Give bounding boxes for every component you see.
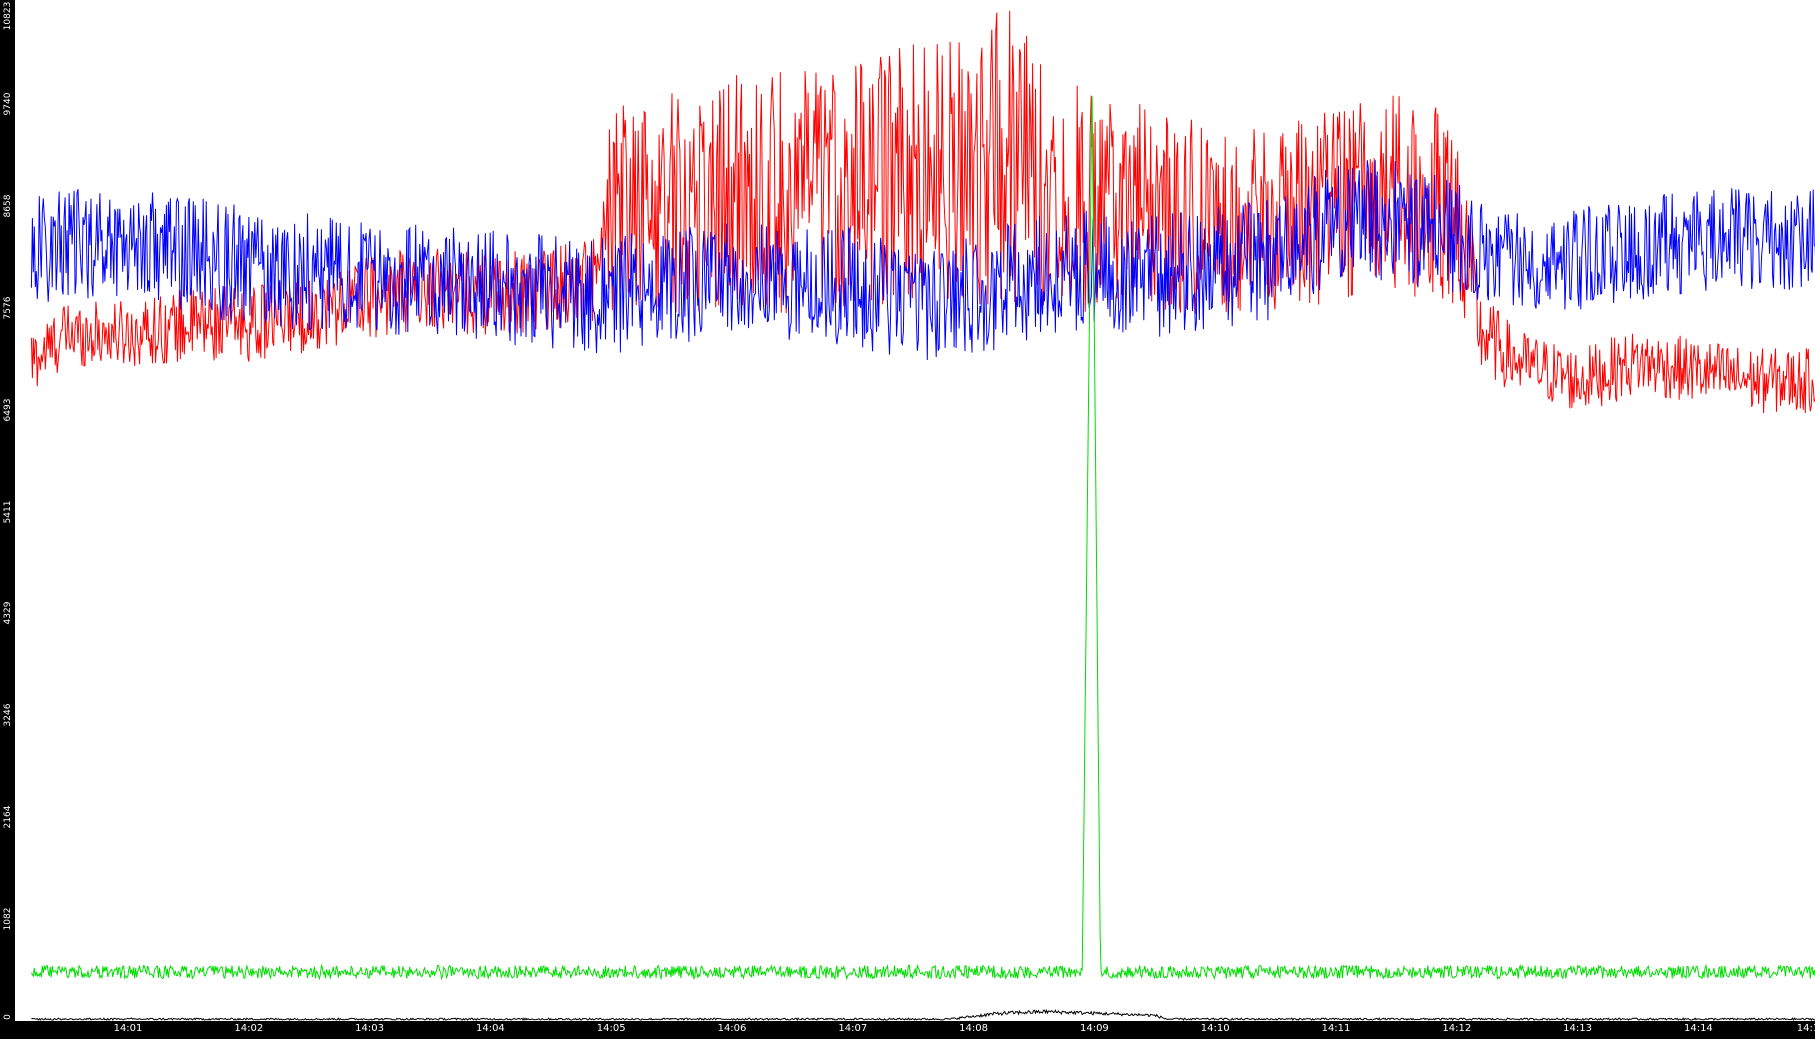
y-tick-label: 4329 — [1, 602, 14, 625]
x-tick-label: 14:13 — [1563, 1023, 1593, 1034]
x-tick-label: 14:11 — [1321, 1023, 1351, 1034]
y-tick-text: 2164 — [3, 805, 13, 829]
x-tick-label: 14:04 — [475, 1023, 505, 1034]
y-tick-label: 7576 — [1, 296, 14, 319]
x-tick-label: 14:07 — [838, 1023, 868, 1034]
y-tick-text: 5411 — [3, 500, 13, 523]
x-tick-label: 14:10 — [1200, 1023, 1230, 1034]
y-tick-label: 8658 — [1, 194, 14, 217]
y-tick-label: 0 — [1, 1014, 14, 1020]
y-tick-text: 1082 — [3, 907, 13, 931]
x-tick-label: 14:05 — [596, 1023, 626, 1034]
x-axis-bar — [0, 1021, 1815, 1039]
series-line — [30, 96, 1815, 981]
y-tick-text: 7576 — [3, 296, 13, 320]
x-tick-label: 14:06 — [717, 1023, 747, 1034]
x-tick-label: 14:09 — [1079, 1023, 1109, 1034]
y-tick-text: 3246 — [3, 703, 13, 727]
x-tick-label: 14:14 — [1683, 1023, 1713, 1034]
y-tick-text: 10823 — [3, 1, 13, 31]
y-tick-label: 3246 — [1, 704, 14, 727]
y-tick-label: 2164 — [1, 806, 14, 829]
y-tick-label: 10823 — [1, 2, 14, 31]
y-tick-label: 6493 — [1, 398, 14, 421]
series-line — [30, 160, 1815, 361]
y-tick-text: 8658 — [3, 194, 13, 218]
y-tick-label: 5411 — [1, 500, 14, 523]
x-tick-label: 14:08 — [959, 1023, 989, 1034]
series-line — [31, 1008, 1815, 1022]
y-tick-text: 4329 — [3, 601, 13, 625]
y-tick-label: 1082 — [1, 908, 14, 931]
x-tick-label: 14:12 — [1442, 1023, 1472, 1034]
x-tick-label: 14:02 — [234, 1023, 264, 1034]
y-tick-text: 9740 — [3, 92, 13, 116]
y-axis-bar — [0, 0, 15, 1039]
series-line — [30, 10, 1815, 414]
y-tick-label: 9740 — [1, 92, 14, 115]
x-tick-label: 14:01 — [113, 1023, 143, 1034]
y-tick-text: 6493 — [3, 398, 13, 422]
y-tick-text: 0 — [3, 1014, 13, 1020]
x-tick-label: 14:1 — [1796, 1023, 1815, 1034]
x-tick-label: 14:03 — [355, 1023, 385, 1034]
